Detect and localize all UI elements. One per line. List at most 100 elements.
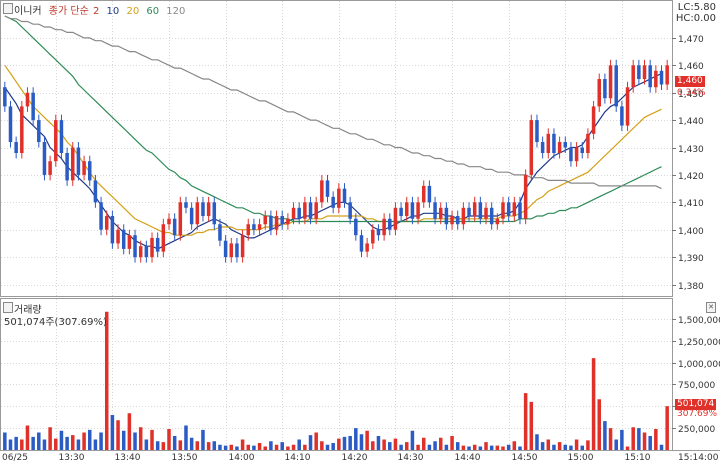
- volume-bar: [54, 438, 58, 450]
- candle-body: [569, 147, 573, 162]
- last-volume-badge: 501,074: [675, 399, 717, 410]
- time-tick-label: 15:10: [625, 453, 651, 463]
- candle-body: [172, 218, 177, 236]
- volume-bar: [172, 436, 177, 450]
- volume-toggle-icon[interactable]: [3, 302, 13, 313]
- candle-body: [195, 202, 200, 225]
- candle-body: [269, 216, 273, 230]
- volume-bar: [252, 445, 256, 450]
- candle-body: [206, 202, 211, 217]
- volume-bar: [133, 432, 137, 450]
- volume-bar: [608, 428, 613, 450]
- candle-body: [303, 202, 307, 219]
- volume-bar: [478, 446, 483, 450]
- candle-body: [104, 216, 109, 230]
- volume-bar: [489, 445, 494, 450]
- ma-line-60: [4, 15, 662, 223]
- volume-bar: [65, 436, 69, 450]
- candle-body: [586, 133, 590, 153]
- candle-body: [399, 207, 403, 217]
- volume-bar: [365, 430, 369, 450]
- time-tick-label: 15:14:00: [678, 453, 719, 463]
- volume-title: 거래량: [14, 305, 42, 316]
- time-tick-label: 13:40: [115, 453, 141, 463]
- volume-bar: [99, 432, 103, 450]
- volume-bar: [467, 446, 471, 450]
- candle-body: [438, 207, 443, 219]
- ma-period-60: 60: [146, 6, 160, 17]
- volume-bar: [648, 436, 652, 450]
- volume-bar: [591, 358, 596, 450]
- volume-close-icon[interactable]: ✕: [706, 302, 716, 313]
- ma-type-label: 종가 단순: [48, 6, 89, 17]
- volume-bar: [274, 444, 279, 450]
- candle-body: [427, 185, 432, 203]
- candle-body: [382, 218, 386, 236]
- candle-body: [625, 87, 630, 126]
- volume-bar: [535, 434, 539, 450]
- candle-body: [218, 224, 222, 241]
- candle-body: [229, 243, 234, 258]
- candle-body: [540, 142, 545, 153]
- volume-bar: [348, 436, 352, 450]
- volume-bar: [665, 406, 669, 450]
- volume-bar: [246, 444, 251, 450]
- candle-body: [529, 120, 534, 175]
- volume-bar: [574, 439, 579, 450]
- ma-line-120: [4, 15, 662, 190]
- candle-body: [552, 133, 556, 153]
- price-tick-label: 1,420: [678, 172, 704, 182]
- candle-body: [320, 180, 324, 203]
- candle-body: [8, 106, 13, 143]
- indicator-toggle-icon[interactable]: [3, 3, 13, 14]
- candle-body: [654, 70, 658, 88]
- candle-body: [405, 202, 409, 217]
- candle-body: [240, 235, 245, 258]
- price-tick-label: 1,470: [678, 35, 704, 45]
- candle-body: [14, 142, 18, 153]
- candle-body: [665, 65, 669, 85]
- volume-tick-label: 1,250,000: [678, 338, 720, 348]
- candle-body: [648, 65, 652, 88]
- candle-body: [65, 153, 69, 181]
- volume-bar: [257, 443, 262, 450]
- candle-body: [325, 180, 330, 197]
- price-tick-label: 1,440: [678, 117, 704, 127]
- candle-body: [359, 235, 364, 252]
- volume-bar: [104, 311, 109, 450]
- volume-bar: [444, 444, 449, 450]
- volume-bar: [416, 444, 420, 450]
- ma-period-2: 2: [92, 6, 100, 17]
- volume-bar: [399, 444, 403, 450]
- hc-label: HC:0.00: [675, 13, 716, 24]
- time-tick-label: 14:40: [455, 453, 481, 463]
- volume-bar: [110, 415, 115, 450]
- ma-line-20: [4, 64, 662, 236]
- volume-bar: [557, 442, 562, 450]
- volume-bar: [223, 445, 228, 450]
- volume-bar: [359, 434, 364, 450]
- candle-body: [421, 185, 426, 203]
- volume-bar: [76, 439, 81, 450]
- candle-body: [450, 216, 454, 225]
- candle-body: [478, 202, 483, 219]
- candle-body: [506, 202, 511, 217]
- ma-period-10: 10: [106, 6, 120, 17]
- volume-bar: [614, 439, 618, 450]
- volume-tick-label: 250,000: [678, 425, 715, 435]
- candle-body: [489, 207, 494, 225]
- volume-bar: [472, 444, 477, 450]
- volume-bar: [523, 393, 528, 450]
- volume-bar: [342, 436, 347, 450]
- volume-bar: [637, 428, 641, 450]
- time-tick-label: 15:00: [568, 453, 594, 463]
- volume-bar: [659, 444, 664, 450]
- last-change-pct: 0.34%: [677, 88, 706, 98]
- lc-label: LC:5.80: [677, 2, 716, 13]
- volume-bar: [427, 444, 432, 450]
- volume-bar: [501, 446, 505, 450]
- candle-body: [37, 120, 41, 143]
- volume-bar: [229, 444, 234, 450]
